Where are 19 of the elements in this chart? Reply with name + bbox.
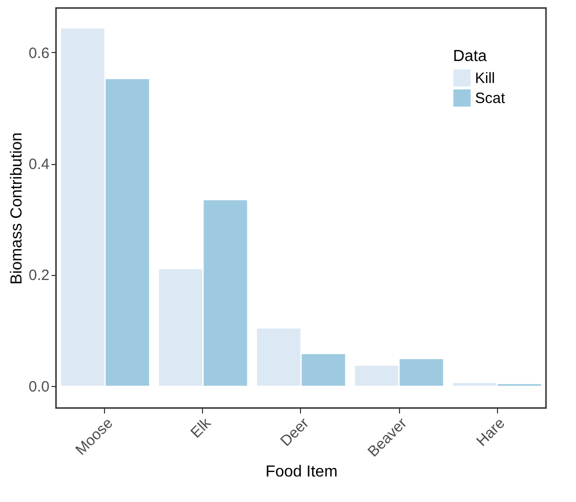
legend-label: Kill: [475, 70, 496, 87]
x-axis-title: Food Item: [265, 464, 338, 481]
bar: [302, 354, 346, 386]
y-tick-label: 0.6: [28, 44, 50, 62]
bar: [400, 359, 444, 386]
bar: [354, 366, 398, 386]
bar: [106, 79, 150, 386]
y-tick-label: 0.4: [28, 156, 50, 174]
y-tick-label: 0.2: [28, 267, 50, 284]
y-tick-label: 0.0: [28, 378, 50, 396]
y-axis-title: Biomass Contribution: [8, 132, 26, 285]
bar: [452, 383, 496, 386]
legend-label: Scat: [475, 90, 506, 107]
legend-title: Data: [453, 48, 487, 65]
x-tick-label: Elk: [188, 414, 215, 442]
bar: [256, 328, 300, 386]
bar: [204, 200, 248, 386]
bar: [60, 28, 104, 386]
bar: [158, 269, 202, 386]
